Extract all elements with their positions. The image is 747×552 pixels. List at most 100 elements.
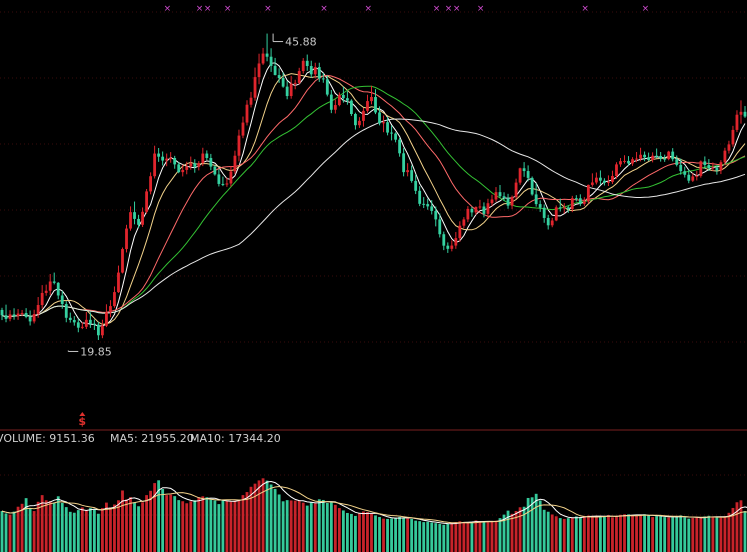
- candle-body: [490, 199, 494, 204]
- volume-bar: [562, 518, 566, 552]
- candle-body: [699, 161, 703, 176]
- candle-body: [422, 203, 426, 205]
- candle-body: [125, 228, 128, 250]
- candle-body: [727, 144, 731, 151]
- candle-body: [8, 314, 12, 319]
- candle-body: [466, 208, 470, 220]
- volume-bar: [289, 500, 293, 552]
- candle-body: [273, 65, 277, 76]
- volume-bar: [301, 502, 305, 552]
- candle-body: [185, 166, 189, 170]
- candle-body: [398, 139, 402, 154]
- candle-body: [603, 180, 606, 183]
- candle-body: [458, 225, 462, 239]
- volume-bar: [358, 513, 361, 552]
- volume-bar: [410, 518, 414, 552]
- candle-body: [309, 66, 313, 75]
- volume-bar: [197, 497, 201, 552]
- candle-body: [378, 112, 381, 124]
- volume-bar: [201, 496, 205, 552]
- volume-label: VOLUME: 9151.36: [0, 432, 95, 445]
- low-price-label: 19.85: [80, 345, 112, 358]
- volume-bar: [229, 501, 233, 552]
- volume-bar: [586, 515, 590, 552]
- volume-bar: [651, 517, 655, 552]
- candle-body: [731, 129, 735, 145]
- candle-body: [197, 163, 201, 167]
- volume-bar: [643, 514, 646, 552]
- candle-body: [478, 206, 482, 208]
- volume-bar: [414, 520, 418, 552]
- volume-bar: [574, 516, 578, 552]
- volume-ma-line: [1, 485, 747, 524]
- volume-bar: [245, 492, 249, 552]
- volume-bar: [599, 516, 602, 552]
- volume-bar: [149, 490, 153, 552]
- volume-bar: [84, 510, 88, 552]
- candle-body: [221, 183, 225, 185]
- candle-body: [165, 158, 169, 161]
- volume-bar: [619, 514, 622, 552]
- volume-bar: [454, 522, 458, 552]
- candle-body: [189, 163, 193, 167]
- candle-body: [4, 315, 8, 319]
- candle-body: [354, 114, 357, 126]
- volume-bar: [667, 517, 671, 552]
- volume-bar: [366, 512, 369, 552]
- candle-body: [454, 238, 458, 246]
- event-mark: ×: [642, 4, 650, 14]
- candle-body: [329, 94, 333, 110]
- candle-body: [627, 160, 630, 164]
- candle-body: [76, 322, 80, 328]
- candle-body: [281, 78, 285, 87]
- candle-body: [285, 86, 289, 97]
- candle-body: [370, 96, 373, 102]
- high-price-label: 45.88: [285, 36, 317, 49]
- candle-body: [675, 159, 679, 165]
- candle-body: [157, 153, 161, 157]
- volume-bar: [109, 507, 112, 552]
- volume-bar: [558, 518, 562, 552]
- candle-body: [153, 153, 157, 177]
- candle-body: [313, 67, 317, 75]
- volume-bar: [329, 502, 333, 552]
- volume-gridlines: [0, 474, 747, 516]
- candle-body: [450, 245, 454, 249]
- volume-bar: [506, 510, 510, 552]
- candle-body: [506, 198, 510, 206]
- volume-bar: [185, 503, 189, 552]
- candle-body: [261, 53, 265, 64]
- candle-body: [679, 164, 683, 172]
- candle-body: [358, 120, 361, 126]
- candle-body: [599, 177, 602, 181]
- volume-bar: [4, 513, 8, 552]
- candle-body: [703, 161, 707, 166]
- candle-body: [566, 207, 570, 210]
- volume-bar: [631, 515, 634, 552]
- candle-body: [647, 157, 651, 160]
- candle-body: [382, 122, 385, 124]
- volume-bar: [442, 524, 446, 552]
- candle-body: [293, 82, 297, 84]
- candle-body: [225, 183, 229, 185]
- volume-bar: [675, 516, 679, 552]
- price-annotations: 45.88 19.85 $: [67, 33, 317, 428]
- volume-bar: [611, 517, 614, 552]
- volume-bar: [615, 516, 618, 552]
- ma-line: [1, 62, 746, 327]
- volume-bar: [241, 495, 245, 552]
- volume-bar: [0, 511, 4, 552]
- volume-bar: [518, 507, 522, 552]
- volume-bar: [711, 517, 715, 552]
- volume-bar: [317, 499, 321, 552]
- volume-bar: [68, 511, 72, 552]
- candle-body: [145, 191, 148, 212]
- volume-bar: [189, 501, 193, 552]
- candle-body: [269, 56, 273, 66]
- candle-body: [209, 158, 213, 167]
- volume-bar: [406, 518, 410, 552]
- volume-bar: [370, 513, 373, 552]
- volume-bar: [305, 505, 309, 552]
- volume-bar: [386, 518, 389, 552]
